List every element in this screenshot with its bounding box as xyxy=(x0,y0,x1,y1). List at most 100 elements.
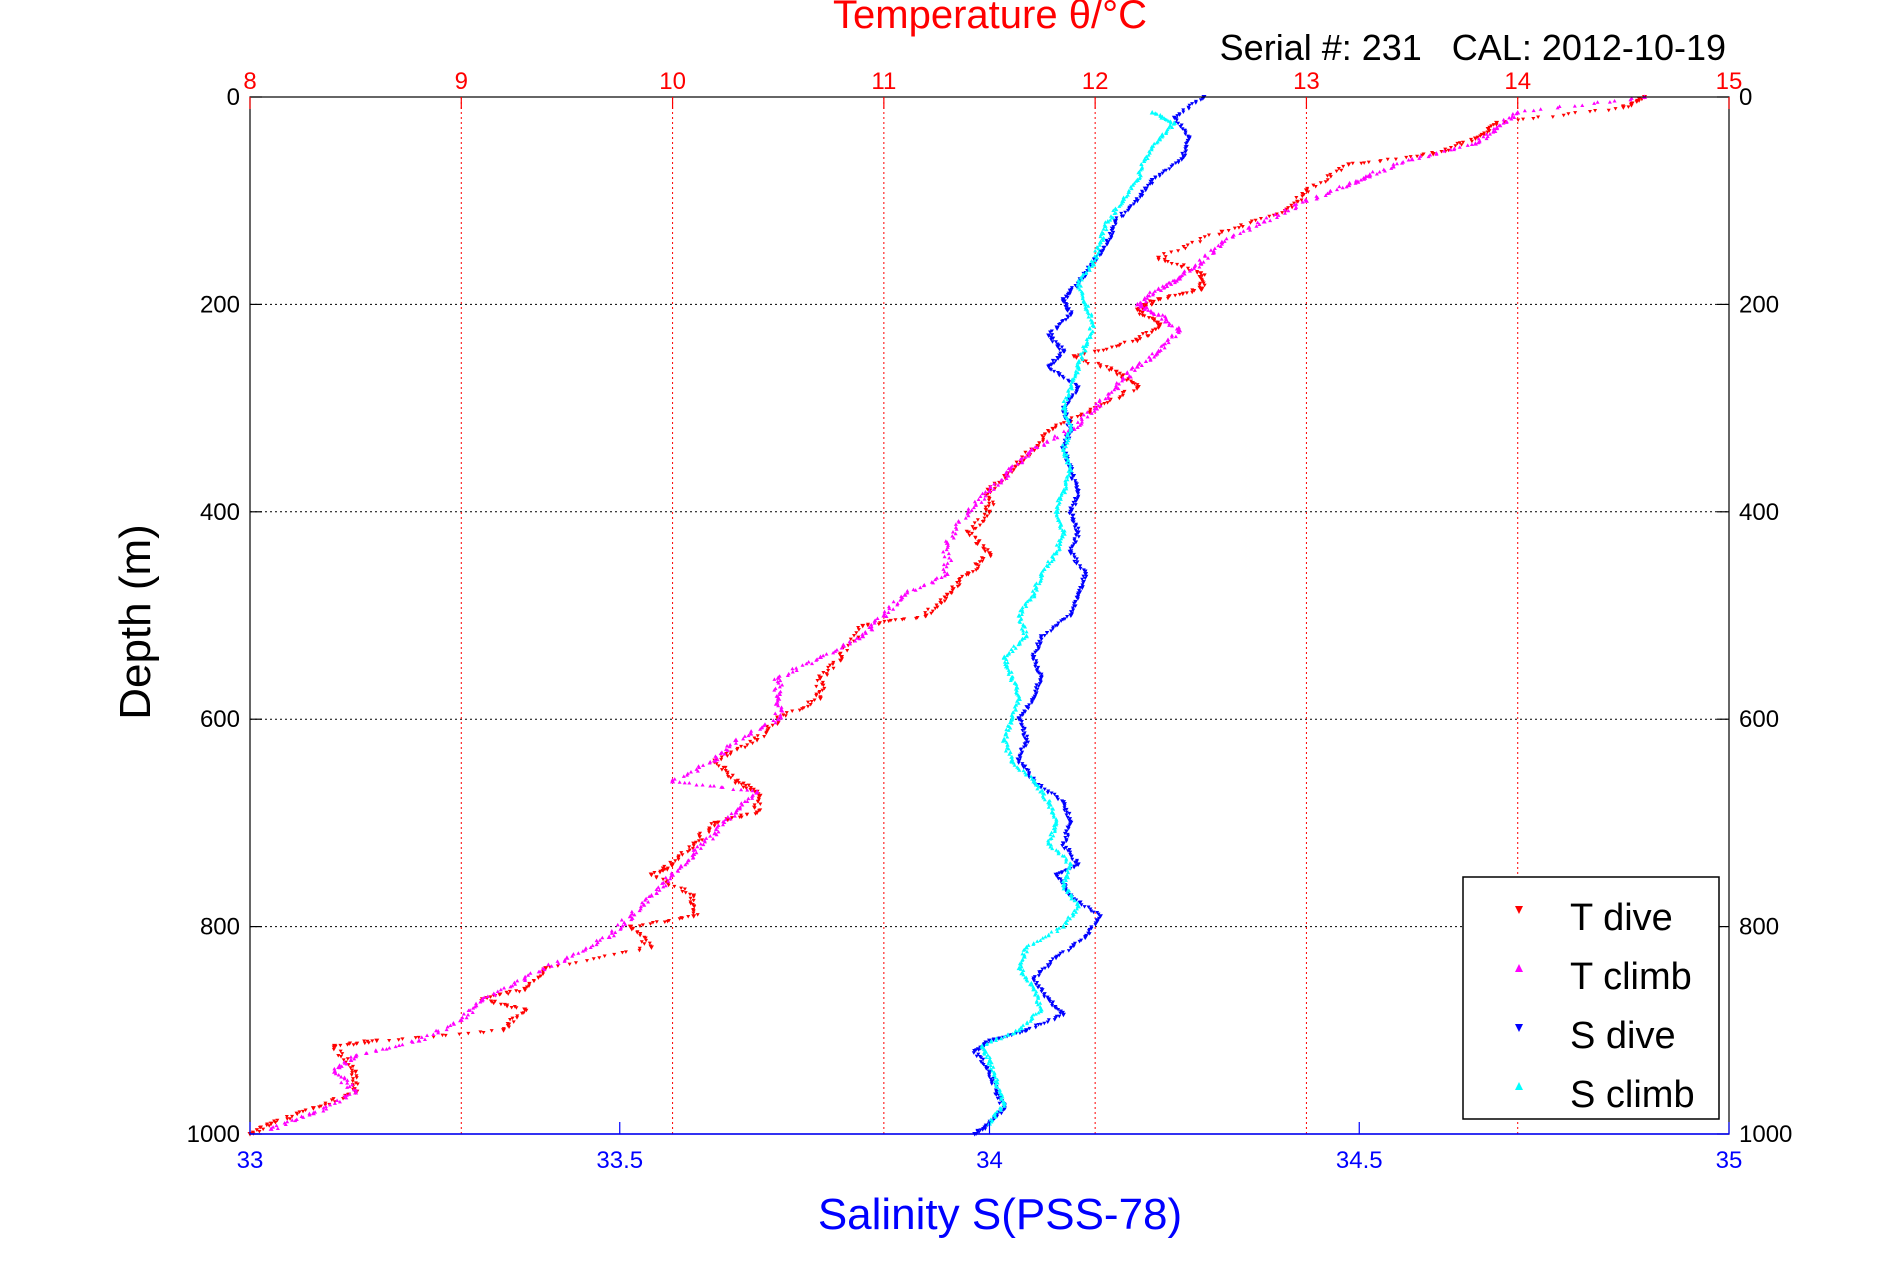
data-point xyxy=(1098,365,1103,369)
data-point xyxy=(1060,1012,1066,1018)
data-point xyxy=(1052,369,1057,374)
data-point xyxy=(758,727,763,731)
data-point xyxy=(1286,208,1291,213)
data-point xyxy=(1104,227,1109,232)
data-point xyxy=(1149,330,1154,335)
data-point xyxy=(1012,705,1017,709)
data-point xyxy=(837,652,842,657)
data-point xyxy=(531,979,536,984)
data-point xyxy=(1173,161,1178,165)
data-point xyxy=(995,1077,1000,1082)
data-point xyxy=(1072,898,1077,903)
data-point xyxy=(982,547,987,551)
data-point xyxy=(1134,301,1140,307)
data-point xyxy=(1174,279,1179,283)
data-point xyxy=(804,661,809,666)
data-point xyxy=(1177,292,1182,297)
data-point xyxy=(1077,287,1082,292)
grid-lines xyxy=(250,97,1729,1134)
data-point xyxy=(1114,207,1119,212)
data-point xyxy=(884,614,889,619)
data-point xyxy=(814,658,819,662)
data-point xyxy=(821,653,826,658)
data-point xyxy=(1049,329,1054,333)
data-point xyxy=(1484,132,1489,136)
data-point xyxy=(723,817,728,822)
data-point xyxy=(1034,1000,1039,1004)
data-point xyxy=(1120,393,1125,398)
data-point xyxy=(613,930,618,935)
data-point xyxy=(725,814,730,819)
data-point xyxy=(1226,228,1231,233)
data-point xyxy=(794,666,799,670)
data-point xyxy=(1150,292,1155,297)
data-point xyxy=(1187,103,1192,108)
data-point xyxy=(1076,535,1081,539)
data-point xyxy=(1344,184,1349,189)
data-point xyxy=(999,1111,1004,1116)
data-point xyxy=(725,743,730,748)
data-point xyxy=(1021,628,1026,633)
data-point xyxy=(1064,810,1069,815)
data-point xyxy=(1117,382,1122,386)
data-point xyxy=(1042,432,1047,437)
data-point xyxy=(1176,121,1181,126)
data-point xyxy=(825,673,830,678)
data-point xyxy=(914,616,919,621)
data-point xyxy=(1018,457,1023,461)
data-point xyxy=(965,571,970,575)
data-point xyxy=(317,1105,322,1109)
data-point xyxy=(754,737,760,743)
data-point xyxy=(1264,215,1269,220)
data-point xyxy=(979,1056,984,1060)
data-point xyxy=(1146,153,1151,157)
data-point xyxy=(686,915,691,919)
data-point xyxy=(1164,118,1169,122)
data-point xyxy=(780,709,785,713)
data-point xyxy=(1183,130,1188,135)
data-point xyxy=(323,1104,328,1108)
data-point xyxy=(1082,300,1087,305)
data-point xyxy=(324,1107,329,1111)
data-point xyxy=(1005,660,1010,665)
data-point xyxy=(1069,310,1074,314)
data-point xyxy=(1183,246,1188,251)
data-point xyxy=(1087,327,1092,331)
data-point xyxy=(1065,815,1070,820)
data-point xyxy=(1336,167,1341,171)
data-point xyxy=(1019,720,1024,724)
data-point xyxy=(267,1124,272,1128)
data-point xyxy=(987,1075,992,1079)
data-point xyxy=(355,1082,360,1086)
data-point xyxy=(1176,330,1181,335)
data-point xyxy=(505,1004,510,1009)
data-point xyxy=(1052,829,1057,833)
legend-marker-t-dive xyxy=(1515,906,1523,914)
data-point xyxy=(944,564,949,569)
data-point xyxy=(797,708,802,713)
data-point xyxy=(1060,534,1065,539)
data-point xyxy=(482,995,487,999)
data-point xyxy=(966,507,971,511)
data-point xyxy=(1022,727,1027,731)
data-point xyxy=(609,931,614,935)
data-point xyxy=(1036,647,1041,651)
data-point xyxy=(1606,108,1611,113)
data-point xyxy=(745,812,750,817)
data-point xyxy=(754,791,759,795)
data-point xyxy=(536,969,541,974)
data-point xyxy=(1050,1003,1055,1008)
data-point xyxy=(983,490,988,494)
data-point xyxy=(1037,682,1042,686)
data-point xyxy=(1098,403,1103,408)
data-point xyxy=(1069,380,1074,384)
data-point xyxy=(275,1118,280,1123)
data-point xyxy=(564,955,570,960)
data-point xyxy=(1002,660,1007,664)
data-point xyxy=(1187,135,1192,139)
data-point xyxy=(993,1075,998,1080)
data-point xyxy=(1058,526,1063,530)
data-point xyxy=(1305,186,1310,191)
data-point xyxy=(1197,258,1202,262)
data-point xyxy=(374,1049,379,1053)
